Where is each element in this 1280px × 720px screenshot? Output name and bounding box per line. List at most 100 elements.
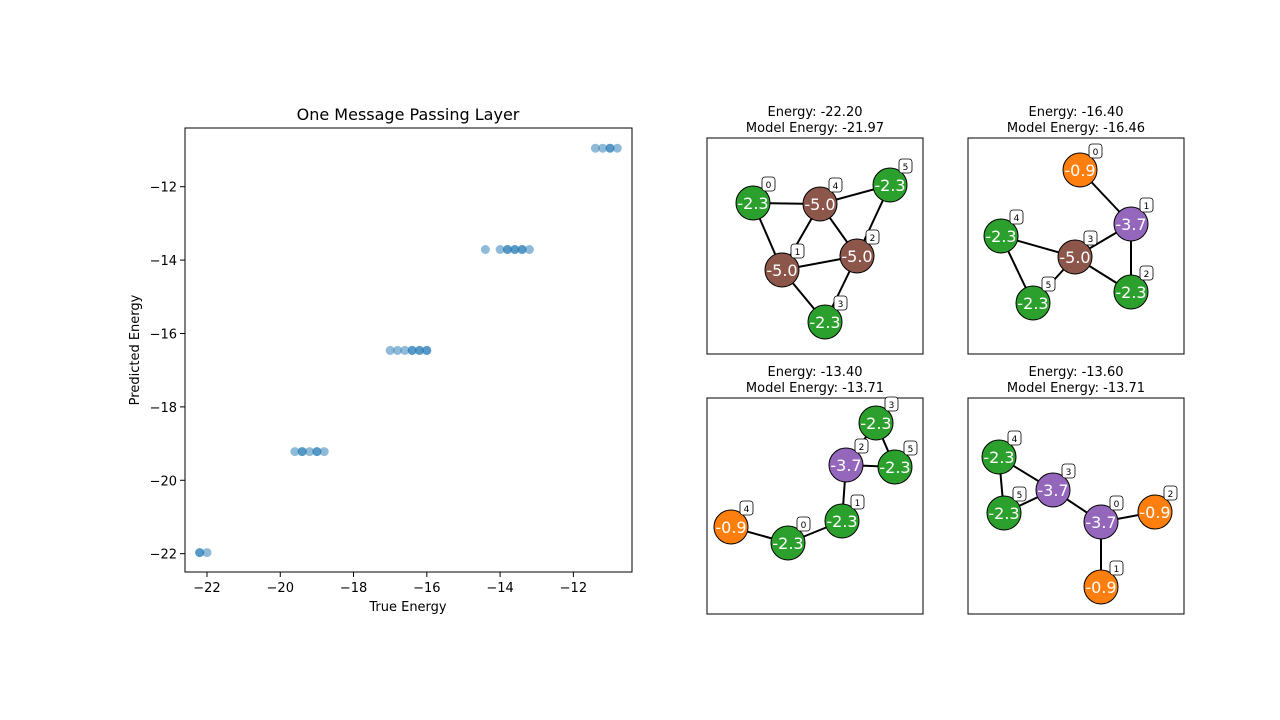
y-axis-label: Predicted Energy [128, 294, 143, 405]
graph-2-node-2 [1113, 274, 1149, 310]
molecule-graph-4: Energy: -13.60 Model Energy: -13.71 -3.7… [967, 365, 1185, 615]
graph-3-node-3-value: -2.3 [860, 414, 891, 433]
graph-1-node-1 [764, 252, 800, 288]
graph-3-node-0-id-label: 0 [801, 521, 807, 531]
scatter-point-14 [407, 345, 417, 355]
graph-3-node-1-id-badge [850, 494, 865, 510]
scatter-point-27 [524, 245, 534, 254]
graph-2-node-0 [1062, 152, 1098, 188]
graph-4-energy-title: Energy: -13.60 [1029, 365, 1124, 380]
graph-4-node-4-id-label: 4 [1012, 435, 1018, 445]
scatter-point-18 [422, 345, 432, 355]
graph-3-model-energy-title: Model Energy: -13.71 [746, 381, 884, 396]
graph-1-node-4-id-badge [828, 177, 843, 193]
graph-3-node-2-id-label: 2 [859, 443, 865, 453]
scatter-point-8 [312, 447, 322, 457]
graph-1-frame [706, 137, 924, 355]
graph-3-node-1-id-label: 1 [855, 499, 861, 509]
graph-3-node-0-id-badge [796, 516, 811, 532]
scatter-point-3 [290, 447, 300, 457]
graph-3-node-4-id-badge [739, 500, 754, 516]
scatter-point-24 [510, 245, 520, 254]
y-tick-label: −22 [150, 548, 177, 563]
graph-3-node-0-value: -2.3 [772, 534, 803, 553]
scatter-axes-frame [184, 127, 633, 573]
x-axis-label: True Energy [368, 600, 447, 615]
graph-1-energy-title: Energy: -22.20 [768, 105, 863, 120]
y-tick-label: −14 [150, 254, 177, 269]
scatter-point-22 [502, 245, 512, 254]
molecule-graph-2: Energy: -16.40 Model Energy: -16.46 -0.9… [967, 105, 1185, 355]
scatter-point-2 [202, 548, 212, 558]
x-tick-label: −12 [560, 581, 587, 596]
y-tick-label: −20 [150, 474, 177, 489]
y-axis-ticks: −22 −20 −18 −16 −14 −12 [150, 181, 185, 563]
graph-2-node-2-id-label: 2 [1144, 270, 1150, 280]
graph-1-node-1-id-badge [790, 243, 805, 259]
graph-4-node-4 [981, 439, 1017, 475]
graph-3-node-4-value: -0.9 [715, 518, 746, 537]
graph-4-node-2-id-label: 2 [1168, 490, 1174, 500]
graph-3-node-2-value: -3.7 [830, 456, 861, 475]
graph-1-node-1-id-label: 1 [795, 248, 801, 258]
graph-2-node-3-id-label: 3 [1088, 235, 1094, 245]
graph-2-node-4-id-badge [1009, 209, 1024, 225]
graph-2-node-3-id-badge [1083, 230, 1098, 246]
graph-1-node-2-value: -5.0 [841, 247, 872, 266]
graph-1-node-3-id-label: 3 [838, 300, 844, 310]
graph-3-node-2-id-badge [854, 438, 869, 454]
x-tick-label: −20 [267, 581, 294, 596]
graph-2-node-1 [1113, 206, 1149, 242]
graph-2-node-2-id-badge [1139, 265, 1154, 281]
scatter-point-29 [598, 143, 608, 153]
scatter-point-32 [612, 143, 622, 153]
graph-2-node-3-value: -5.0 [1059, 248, 1090, 267]
graph-3-node-5-id-label: 5 [908, 445, 914, 455]
graph-4-node-5-value: -2.3 [988, 504, 1019, 523]
graph-1-node-1-value: -5.0 [766, 261, 797, 280]
graph-4-node-3-id-label: 3 [1066, 468, 1072, 478]
x-tick-label: −16 [413, 581, 440, 596]
graph-3-node-0 [770, 525, 806, 561]
graph-4-nodes: -3.7 0 -0.9 1 -0.9 2 -3.7 3 -2.3 4 -2.3 5 [981, 430, 1178, 605]
scatter-title: One Message Passing Layer [297, 105, 520, 124]
graph-3-node-3-id-label: 3 [889, 401, 895, 411]
graph-2-model-energy-title: Model Energy: -16.46 [1007, 121, 1145, 136]
graph-1-node-0-id-label: 0 [766, 181, 772, 191]
graph-2-node-0-id-badge [1088, 143, 1103, 159]
graph-4-node-1-id-badge [1109, 560, 1124, 576]
graph-3-node-4-id-label: 4 [744, 505, 750, 515]
graph-4-node-0-id-label: 0 [1114, 500, 1120, 510]
graph-1-node-2-id-badge [865, 229, 880, 245]
graph-1-node-4-value: -5.0 [804, 195, 835, 214]
x-axis-ticks: −22 −20 −18 −16 −14 −12 [193, 572, 587, 596]
scatter-point-31 [605, 143, 615, 153]
graph-2-node-0-id-label: 0 [1093, 148, 1099, 158]
scatter-point-11 [393, 345, 402, 355]
graph-4-model-energy-title: Model Energy: -13.71 [1007, 381, 1145, 396]
graph-4-node-4-id-badge [1007, 430, 1022, 446]
graph-2-frame [967, 137, 1185, 355]
graph-4-node-3-id-badge [1061, 463, 1076, 479]
graph-2-node-2-value: -2.3 [1115, 283, 1146, 302]
graph-4-node-1-value: -0.9 [1085, 578, 1116, 597]
graph-1-node-0-value: -2.3 [737, 194, 768, 213]
graph-3-node-2 [828, 447, 864, 483]
graph-1-nodes: -2.3 0 -5.0 1 -5.0 2 -2.3 3 -5.0 4 -2.3 5 [735, 158, 913, 340]
scatter-plot: One Message Passing Layer −22 −20 −18 −16 −1… [128, 105, 633, 615]
graph-1-node-4-id-label: 4 [833, 182, 839, 192]
scatter-points [195, 143, 622, 558]
graph-2-node-1-id-badge [1139, 197, 1154, 213]
molecule-graph-1: Energy: -22.20 Model Energy: -21.97 -2.3… [706, 105, 924, 355]
graph-2-node-4-value: -2.3 [985, 227, 1016, 246]
graph-1-node-5 [872, 167, 908, 203]
graph-3-node-5-id-badge [903, 440, 918, 456]
graph-4-node-5 [986, 495, 1022, 531]
graph-3-node-3-id-badge [884, 396, 899, 412]
graph-2-node-1-id-label: 1 [1144, 202, 1150, 212]
graph-1-node-0 [735, 185, 771, 221]
graph-4-node-0-value: -3.7 [1085, 513, 1116, 532]
graph-1-node-3-id-badge [833, 295, 848, 311]
